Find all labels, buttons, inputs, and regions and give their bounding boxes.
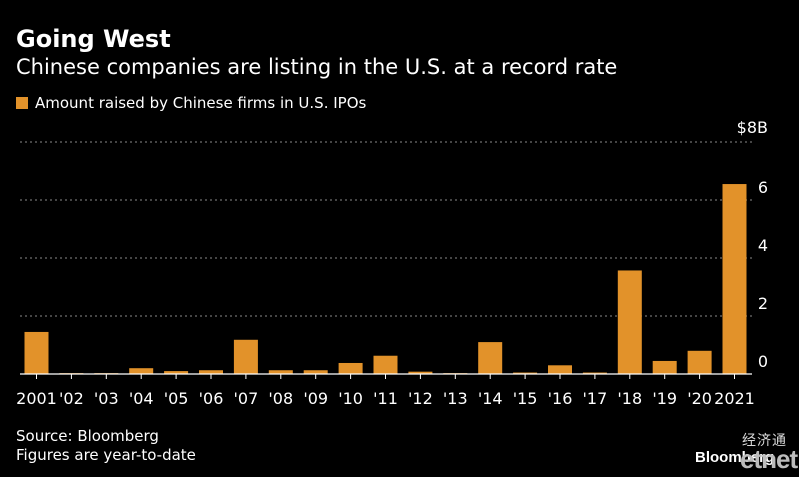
x-tick-label: '02 (59, 389, 84, 408)
bar (24, 331, 49, 374)
x-tick-label: '13 (443, 389, 468, 408)
bar (478, 342, 503, 374)
bar (233, 339, 258, 374)
bar (164, 371, 189, 374)
bar (513, 372, 538, 374)
x-tick-label: '11 (373, 389, 398, 408)
bar (617, 270, 642, 374)
x-tick-label: '06 (199, 389, 224, 408)
bar (373, 355, 398, 374)
bar (548, 365, 572, 374)
x-tick-label: '03 (94, 389, 119, 408)
legend-swatch (16, 97, 28, 109)
watermark-cn-text: 经济通 (742, 433, 787, 449)
x-tick-label: '19 (652, 389, 677, 408)
x-tick-label: '20 (687, 389, 712, 408)
etnet-watermark: 经济通 etnet (740, 430, 798, 474)
x-tick-label: '07 (234, 389, 259, 408)
bar (408, 371, 433, 374)
chart-title: Going West (16, 25, 171, 53)
y-tick-label: 4 (758, 236, 768, 255)
y-tick-label: 2 (758, 294, 768, 313)
bloomberg-logo: Bloomberg (695, 449, 775, 466)
legend-label: Amount raised by Chinese firms in U.S. I… (35, 94, 367, 112)
x-tick-label: '15 (513, 389, 538, 408)
x-tick-label: '04 (129, 389, 154, 408)
bar (687, 350, 712, 374)
bar (199, 370, 223, 374)
footnote-text: Figures are year-to-date (16, 446, 196, 464)
bar (652, 360, 677, 374)
bar (722, 184, 747, 374)
watermark-net-text: etnet (740, 444, 798, 474)
bar (129, 368, 154, 374)
x-tick-label: '14 (478, 389, 503, 408)
legend: Amount raised by Chinese firms in U.S. I… (16, 94, 366, 112)
source-text: Source: Bloomberg (16, 427, 159, 445)
y-tick-label: $8B (737, 118, 768, 137)
bar (582, 372, 607, 374)
x-tick-label: 2021 (714, 389, 755, 408)
bar (303, 370, 328, 374)
x-tick-label: '09 (303, 389, 328, 408)
x-tick-label: '08 (268, 389, 293, 408)
y-tick-label: 6 (758, 178, 768, 197)
x-tick-label: '18 (617, 389, 642, 408)
chart-subtitle: Chinese companies are listing in the U.S… (16, 55, 618, 79)
bar (338, 362, 363, 374)
y-tick-label: 0 (758, 352, 768, 371)
x-tick-label: '16 (548, 389, 573, 408)
x-tick-label: 2001 (16, 389, 57, 408)
x-tick-label: '17 (583, 389, 608, 408)
x-tick-label: '05 (164, 389, 189, 408)
source-notes: Source: Bloomberg Figures are year-to-da… (16, 427, 196, 465)
x-tick-label: '10 (338, 389, 363, 408)
bar (268, 370, 293, 374)
x-tick-label: '12 (408, 389, 433, 408)
